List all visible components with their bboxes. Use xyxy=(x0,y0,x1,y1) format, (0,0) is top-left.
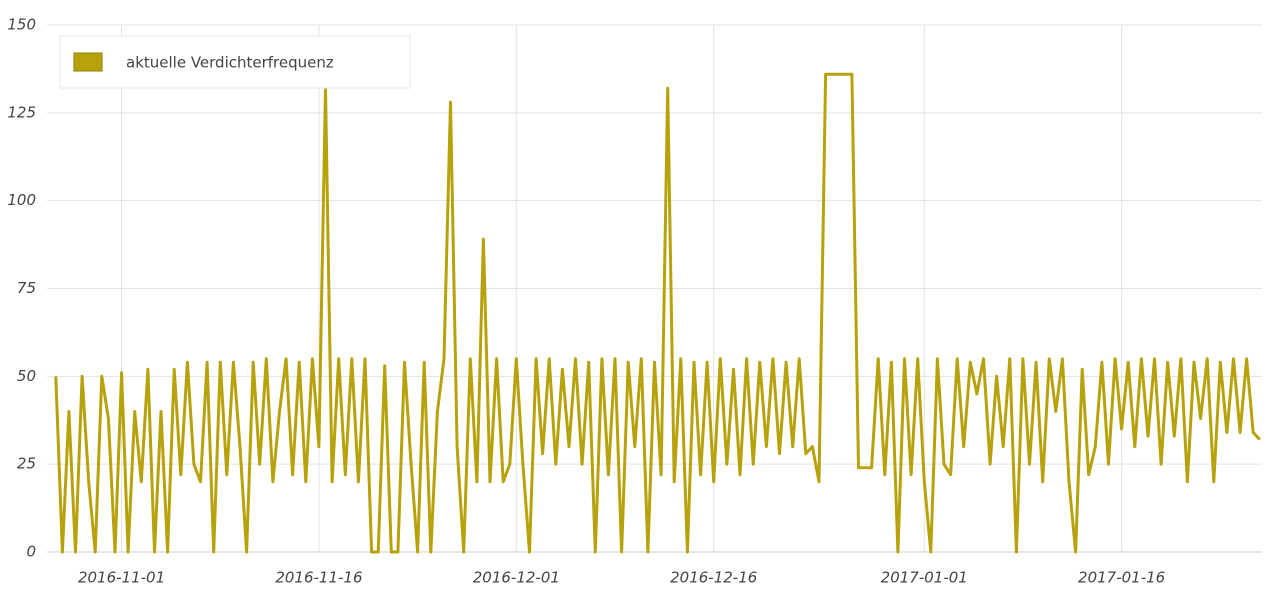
x-tick-label: 2016-12-01 xyxy=(473,569,560,587)
y-tick-label: 125 xyxy=(7,103,36,121)
y-tick-label: 150 xyxy=(7,16,36,34)
legend-label: aktuelle Verdichterfrequenz xyxy=(126,54,334,72)
x-tick-label: 2017-01-01 xyxy=(881,569,968,587)
x-tick-label: 2016-12-16 xyxy=(670,569,757,587)
y-tick-label: 50 xyxy=(17,367,36,385)
x-tick-label: 2016-11-01 xyxy=(78,569,165,587)
x-tick-label: 2016-11-16 xyxy=(275,569,362,587)
y-tick-label: 100 xyxy=(7,191,36,209)
y-tick-label: 75 xyxy=(17,279,36,297)
legend-box xyxy=(59,35,411,89)
data-line xyxy=(54,72,1261,554)
legend: aktuelle Verdichterfrequenz xyxy=(59,35,411,89)
legend-swatch xyxy=(73,52,103,72)
y-tick-label: 25 xyxy=(17,455,36,473)
y-tick-label: 0 xyxy=(26,543,36,561)
x-tick-label: 2017-01-16 xyxy=(1078,569,1165,587)
